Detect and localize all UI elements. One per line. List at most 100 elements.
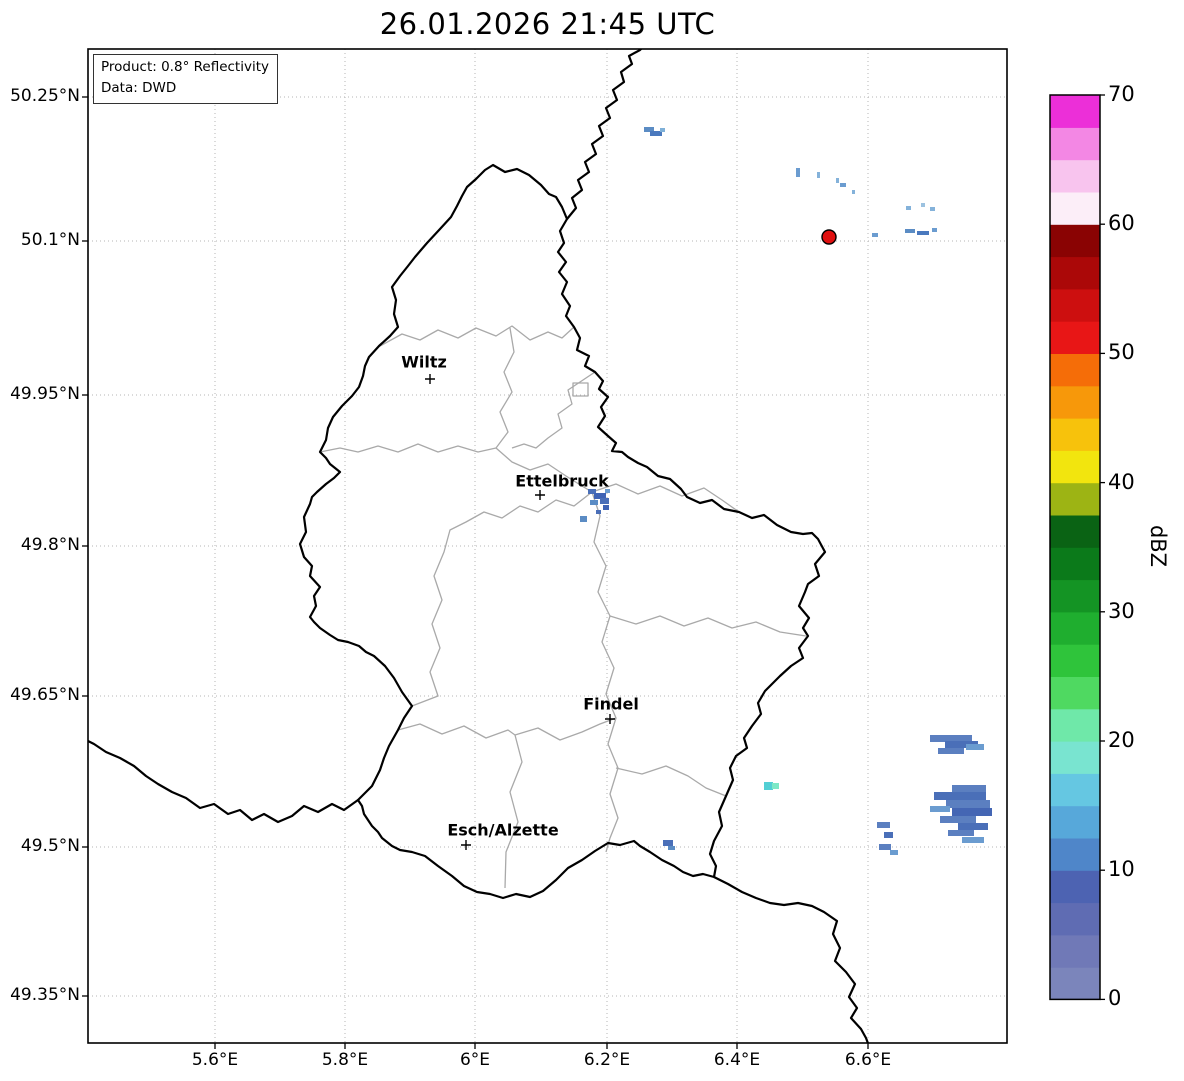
luxembourg-border bbox=[298, 163, 827, 900]
colorbar-segment bbox=[1050, 482, 1100, 516]
colorbar-segment bbox=[1050, 353, 1100, 387]
radar-echo bbox=[938, 748, 964, 754]
city-marker-layer bbox=[425, 374, 615, 850]
france-germany-border bbox=[713, 876, 870, 1043]
radar-echo bbox=[948, 830, 974, 836]
y-tick-label: 50.25°N bbox=[10, 86, 80, 106]
radar-echo bbox=[932, 228, 937, 232]
grid-lines bbox=[88, 49, 1007, 1043]
plot-frame bbox=[87, 48, 1008, 1044]
colorbar-tick-label: 40 bbox=[1108, 469, 1135, 494]
canton-border-line bbox=[591, 483, 740, 513]
x-tick-label: 6°E bbox=[459, 1050, 491, 1070]
data-source-line: Data: DWD bbox=[101, 79, 177, 96]
colorbar-segment bbox=[1050, 547, 1100, 581]
y-tick-label: 49.95°N bbox=[10, 384, 80, 404]
colorbar-segment bbox=[1050, 708, 1100, 742]
radar-echo bbox=[796, 168, 800, 177]
radar-echo bbox=[596, 510, 601, 514]
radar-echo bbox=[660, 128, 665, 132]
radar-site-layer bbox=[821, 229, 837, 245]
canton-border-line bbox=[319, 327, 515, 453]
x-tick-label: 6.4°E bbox=[713, 1050, 761, 1070]
colorbar-tick-label: 0 bbox=[1108, 986, 1122, 1011]
y-tick-label: 49.35°N bbox=[10, 985, 80, 1005]
colorbar-segment bbox=[1050, 256, 1100, 290]
radar-echo-layer bbox=[580, 127, 992, 855]
colorbar-segment bbox=[1050, 934, 1100, 968]
city-marker-cross bbox=[425, 374, 435, 384]
radar-echo bbox=[917, 231, 929, 235]
radar-echo bbox=[906, 206, 911, 210]
x-tick-label: 6.2°E bbox=[583, 1050, 631, 1070]
radar-echo bbox=[930, 207, 935, 211]
radar-echo bbox=[905, 229, 915, 233]
radar-echo bbox=[663, 840, 673, 846]
colorbar-segment bbox=[1050, 741, 1100, 774]
radar-echo bbox=[958, 823, 988, 830]
canton-border-line bbox=[379, 325, 575, 347]
radar-echo bbox=[934, 792, 986, 800]
radar-echo bbox=[940, 816, 976, 823]
canton-border-line bbox=[615, 765, 727, 797]
colorbar-outline bbox=[1049, 94, 1101, 1001]
colorbar-segment bbox=[1050, 579, 1100, 613]
colorbar-segment bbox=[1050, 127, 1100, 161]
radar-echo bbox=[884, 832, 893, 838]
city-marker-cross bbox=[605, 714, 615, 724]
colorbar-tick-label: 70 bbox=[1108, 82, 1135, 106]
colorbar-segment bbox=[1050, 967, 1100, 1000]
belgium-france-border bbox=[88, 739, 359, 824]
y-tick-label: 49.8°N bbox=[20, 535, 80, 555]
city-label: Esch/Alzette bbox=[447, 820, 559, 840]
radar-echo bbox=[580, 516, 587, 522]
radar-echo bbox=[952, 785, 986, 792]
radar-echo bbox=[946, 800, 990, 808]
colorbar-segment bbox=[1050, 95, 1100, 128]
country-borders bbox=[88, 49, 870, 1043]
figure-title: 26.01.2026 21:45 UTC bbox=[379, 7, 716, 41]
colorbar-segment bbox=[1050, 676, 1100, 710]
axis-ticks bbox=[82, 96, 869, 1049]
canton-border-line bbox=[572, 382, 589, 397]
city-marker-cross bbox=[535, 490, 545, 500]
colorbar-tick-label: 60 bbox=[1108, 211, 1135, 236]
colorbar-tick-label: 50 bbox=[1108, 340, 1135, 365]
colorbar bbox=[1049, 94, 1105, 1001]
radar-echo bbox=[930, 806, 950, 812]
radar-echo bbox=[600, 498, 609, 504]
canton-border-line bbox=[504, 734, 523, 889]
radar-echo bbox=[817, 172, 820, 178]
canton-border-line bbox=[609, 615, 807, 637]
radar-echo bbox=[588, 489, 596, 494]
colorbar-tick-label: 20 bbox=[1108, 728, 1135, 752]
colorbar-segment bbox=[1050, 321, 1100, 354]
colorbar-segment bbox=[1050, 159, 1100, 193]
radar-echo bbox=[877, 822, 890, 828]
radar-echo bbox=[930, 735, 972, 742]
colorbar-segment bbox=[1050, 870, 1100, 904]
canton-borders bbox=[319, 325, 807, 889]
canton-border-line bbox=[411, 491, 593, 707]
radar-echo bbox=[962, 837, 984, 843]
colorbar-segment bbox=[1050, 805, 1100, 839]
colorbar-segment bbox=[1050, 773, 1100, 807]
x-tick-label: 5.8°E bbox=[321, 1050, 369, 1070]
canton-border-line bbox=[591, 491, 619, 853]
colorbar-segment bbox=[1050, 902, 1100, 936]
city-label: Findel bbox=[583, 694, 639, 714]
radar-echo bbox=[840, 183, 846, 187]
y-tick-label: 49.65°N bbox=[10, 685, 80, 705]
colorbar-tick-label: 10 bbox=[1108, 857, 1135, 882]
canton-border-line bbox=[511, 371, 596, 449]
radar-echo bbox=[772, 783, 779, 789]
radar-echo bbox=[605, 489, 610, 493]
radar-echo bbox=[836, 178, 839, 183]
city-label: Wiltz bbox=[401, 352, 447, 372]
map-layers bbox=[88, 49, 992, 1043]
x-tick-label: 5.6°E bbox=[191, 1050, 239, 1070]
y-tick-label: 50.1°N bbox=[20, 230, 80, 250]
colorbar-segment bbox=[1050, 224, 1100, 258]
